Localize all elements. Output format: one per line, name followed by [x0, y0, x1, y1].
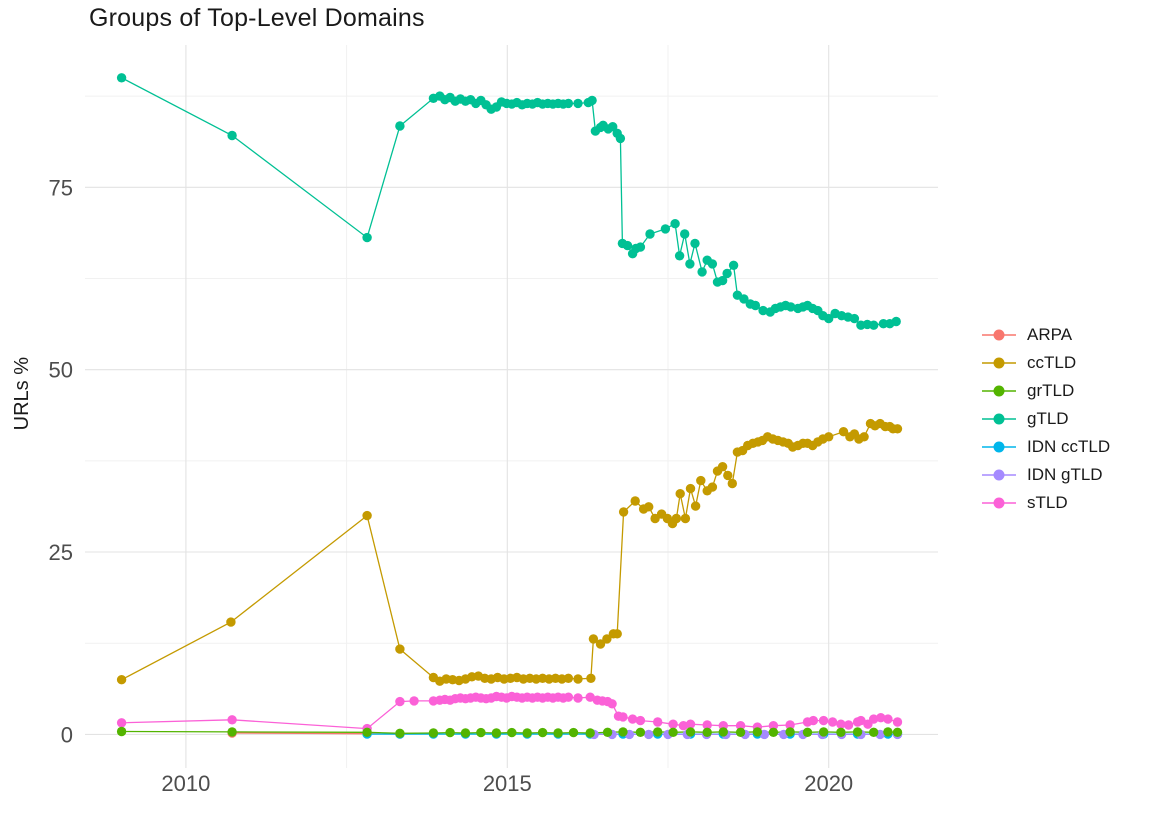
legend-item-ARPA: ARPA [981, 321, 1110, 349]
legend-label: ARPA [1027, 325, 1073, 344]
points-sTLD [116, 691, 903, 734]
line-gTLD [121, 77, 897, 326]
points-gTLD [116, 73, 901, 330]
legend-item-IDN-gTLD: IDN gTLD [981, 461, 1110, 489]
legend-label: IDN ccTLD [1027, 437, 1111, 456]
legend-key-icon [982, 329, 1016, 341]
series-lines [121, 77, 898, 736]
points-grTLD [116, 726, 903, 738]
legend-key-icon [982, 497, 1016, 509]
gridlines [85, 45, 938, 768]
series-points [116, 73, 903, 740]
legend-key-icon [982, 441, 1016, 453]
y-tick-label: 25 [49, 540, 73, 565]
legend-item-ccTLD: ccTLD [981, 349, 1110, 377]
legend-label: gTLD [1027, 409, 1069, 428]
chart-title: Groups of Top-Level Domains [89, 4, 425, 32]
legend-item-grTLD: grTLD [981, 377, 1110, 405]
x-tick-label: 2015 [483, 771, 532, 796]
y-tick-label: 50 [49, 358, 73, 383]
legend-item-IDN-ccTLD: IDN ccTLD [981, 433, 1110, 461]
legend-label: sTLD [1027, 493, 1068, 512]
axis-tick-labels: 0 25 50 75 2010 2015 2020 [49, 175, 854, 796]
legend-item-gTLD: gTLD [981, 405, 1110, 433]
legend-key-icon [982, 385, 1016, 397]
legend-label: grTLD [1027, 381, 1075, 400]
legend-key-icon [982, 413, 1016, 425]
legend-label: IDN gTLD [1027, 465, 1103, 484]
x-tick-label: 2020 [804, 771, 853, 796]
legend-key-icon [982, 469, 1016, 481]
y-tick-label: 0 [61, 722, 73, 747]
x-tick-label: 2010 [161, 771, 210, 796]
legend: ARPA ccTLD grTLD gTLD IDN ccTLD IDN gTLD sTLD [981, 321, 1110, 517]
legend-key-icon [982, 357, 1016, 369]
points-ccTLD [116, 418, 903, 686]
y-tick-label: 75 [49, 175, 73, 200]
legend-label: ccTLD [1027, 353, 1077, 372]
legend-item-sTLD: sTLD [981, 489, 1110, 517]
